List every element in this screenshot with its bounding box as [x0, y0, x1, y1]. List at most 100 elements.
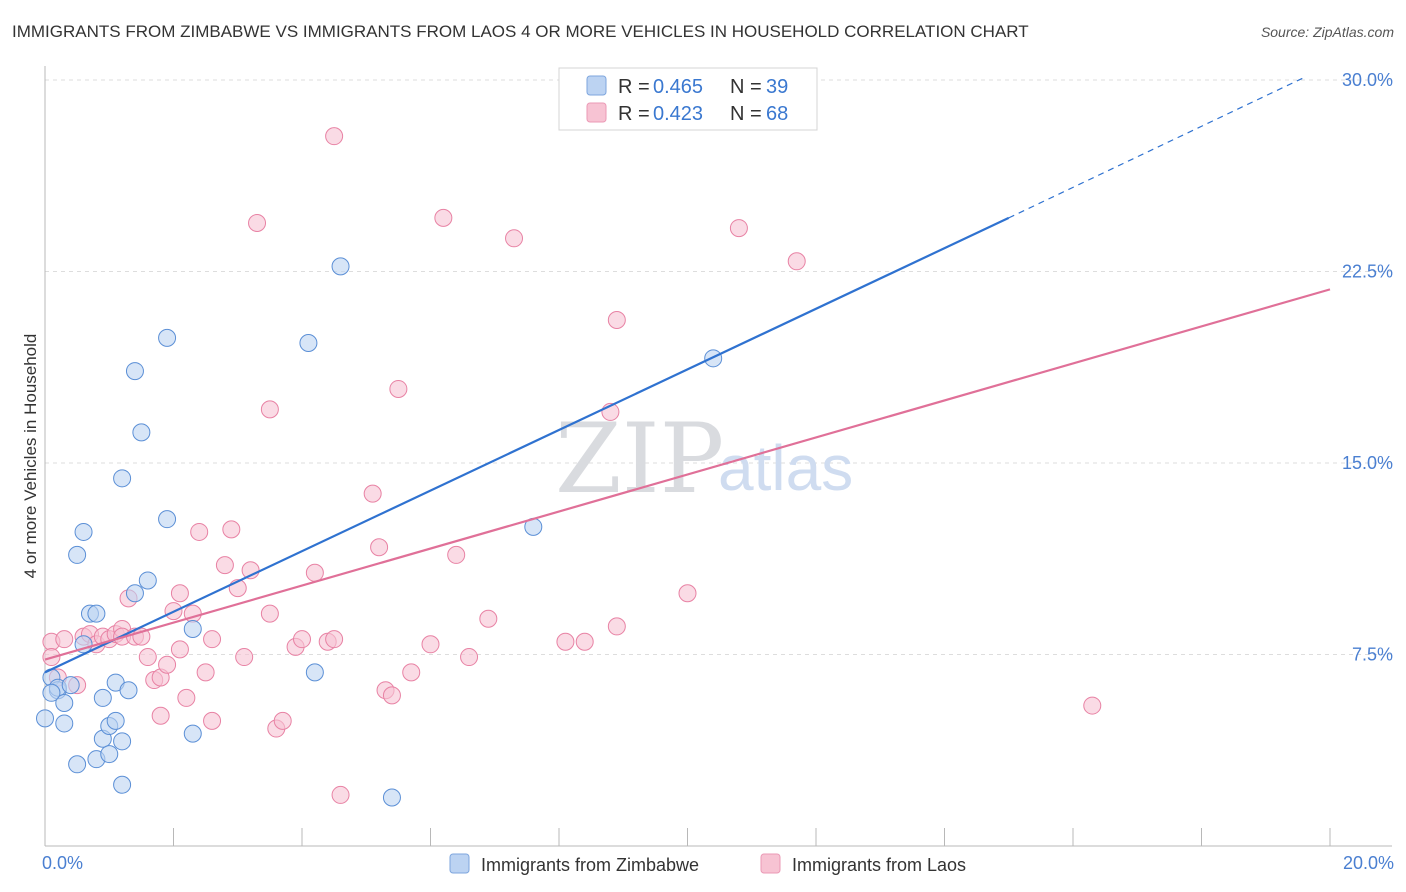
laos-point [460, 648, 479, 667]
legend-swatch-laos [586, 102, 607, 123]
laos-point [421, 635, 440, 654]
laos-point [607, 617, 626, 636]
zimbabwe-point [305, 663, 324, 682]
zimbabwe-point [106, 711, 125, 730]
laos-point [151, 706, 170, 725]
laos-point [402, 663, 421, 682]
bottom-legend-label-laos: Immigrants from Laos [792, 855, 966, 875]
laos-point [447, 545, 466, 564]
laos-point [363, 484, 382, 503]
legend-r-label-zimbabwe: R = [618, 76, 650, 98]
laos-point [177, 688, 196, 707]
laos-point [729, 219, 748, 238]
laos-point [787, 252, 806, 271]
laos-point [138, 648, 157, 667]
grid-lines [45, 79, 1392, 655]
laos-point [325, 127, 344, 146]
x-tick-marks [173, 828, 1331, 846]
laos-point [170, 584, 189, 603]
watermark-zip: ZIP [555, 403, 724, 515]
laos-point [273, 711, 292, 730]
zimbabwe-point [55, 694, 74, 713]
zimbabwe-point [42, 683, 61, 702]
laos-point [607, 311, 626, 330]
y-tick-labels: 7.5% 15.0% 22.5% 30.0% [1342, 70, 1393, 665]
bottom-legend-label-zimbabwe: Immigrants from Zimbabwe [481, 855, 699, 875]
laos-point [331, 785, 350, 804]
laos-point [389, 379, 408, 398]
laos-point [55, 630, 74, 649]
trend-lines [44, 76, 1331, 674]
zimbabwe-point [125, 362, 144, 381]
zimbabwe-point [68, 755, 87, 774]
zimbabwe-trend-extension [1008, 76, 1305, 219]
bottom-legend: Immigrants from Zimbabwe Immigrants from… [449, 853, 966, 875]
legend-r-value-zimbabwe: 0.465 [653, 76, 703, 98]
laos-point [479, 609, 498, 628]
zimbabwe-trend-line [44, 216, 1010, 674]
zimbabwe-point [36, 709, 54, 728]
laos-point [222, 520, 241, 539]
laos-point [382, 686, 401, 705]
legend-swatch-zimbabwe [586, 75, 607, 96]
legend-n-label-laos: N = [730, 103, 762, 125]
zimbabwe-point [382, 788, 401, 807]
laos-point [203, 630, 222, 649]
chart-title: IMMIGRANTS FROM ZIMBABWE VS IMMIGRANTS F… [12, 22, 1029, 41]
y-tick-label: 15.0% [1342, 453, 1393, 473]
legend-box: R = 0.465 N = 39 R = 0.423 N = 68 [558, 67, 818, 131]
zimbabwe-point [138, 571, 157, 590]
legend-r-label-laos: R = [618, 103, 650, 125]
laos-point [305, 563, 324, 582]
y-tick-label: 30.0% [1342, 70, 1393, 90]
laos-trend-line [44, 288, 1331, 661]
laos-point [248, 213, 267, 232]
laos-point [556, 632, 575, 651]
zimbabwe-point [119, 681, 138, 700]
zimbabwe-point [299, 333, 318, 352]
laos-point [196, 663, 215, 682]
legend-r-value-laos: 0.423 [653, 103, 703, 125]
data-points [36, 127, 1102, 807]
laos-point [370, 538, 389, 557]
zimbabwe-point [132, 423, 151, 442]
zimbabwe-point [183, 724, 202, 743]
laos-point [170, 640, 189, 659]
laos-point [190, 522, 209, 541]
y-axis-label: 4 or more Vehicles in Household [21, 334, 40, 579]
bottom-legend-swatch-zimbabwe [449, 853, 470, 874]
zimbabwe-point [158, 510, 177, 529]
zimbabwe-point [125, 584, 144, 603]
laos-point [505, 229, 524, 248]
zimbabwe-point [113, 775, 132, 794]
source-label: Source: ZipAtlas.com [1260, 24, 1394, 40]
zimbabwe-point [113, 469, 132, 488]
laos-point [325, 630, 344, 649]
laos-point [260, 400, 279, 419]
x-tick-label-min: 0.0% [42, 853, 83, 873]
laos-point [293, 630, 311, 649]
watermark-atlas: atlas [718, 432, 853, 504]
legend-n-value-laos: 68 [766, 103, 788, 125]
laos-point [1083, 696, 1102, 715]
laos-point [235, 648, 254, 667]
zimbabwe-point [93, 688, 112, 707]
laos-point [215, 556, 234, 575]
zimbabwe-point [74, 635, 93, 654]
zimbabwe-point [331, 257, 350, 276]
zimbabwe-point [55, 714, 74, 733]
zimbabwe-point [100, 745, 119, 764]
y-tick-label: 22.5% [1342, 262, 1393, 282]
zimbabwe-point [61, 676, 80, 695]
laos-point [678, 584, 697, 603]
laos-point [203, 711, 222, 730]
legend-n-value-zimbabwe: 39 [766, 76, 788, 98]
bottom-legend-swatch-laos [760, 853, 781, 874]
laos-point [575, 632, 594, 651]
zimbabwe-point [158, 328, 177, 347]
zimbabwe-point [113, 732, 132, 751]
legend-n-label-zimbabwe: N = [730, 76, 762, 98]
zimbabwe-point [74, 522, 93, 541]
laos-point [158, 655, 177, 674]
